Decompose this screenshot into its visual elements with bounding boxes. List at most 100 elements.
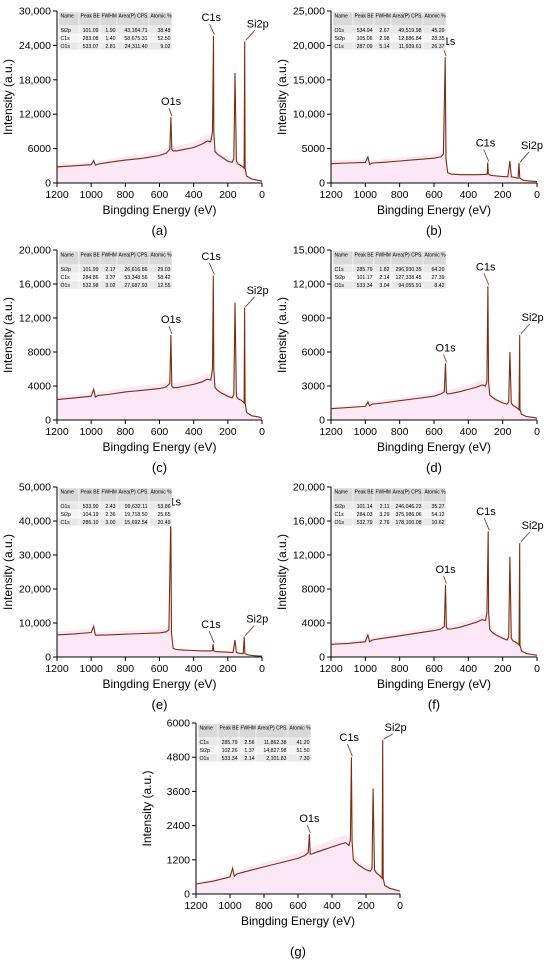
peak-label: C1s [201,12,221,24]
table-header: Name [61,253,75,259]
y-tick-label: 1200 [167,854,191,866]
x-tick-label: 0 [534,189,540,201]
peak-leader [483,518,490,531]
y-tick-label: 0 [45,178,51,190]
y-tick-label: 0 [319,178,325,190]
table-cell: 58,675.31 [124,36,147,42]
y-axis-title: Intensity (a.u.) [275,59,289,135]
table-cell: 533.90 [83,504,99,510]
x-tick-label: 200 [219,426,237,438]
x-tick-label: 200 [494,426,512,438]
table-cell: 15,692.54 [124,520,147,526]
y-tick-label: 20,000 [19,245,51,257]
x-tick-label: 200 [494,663,512,675]
x-tick-label: 600 [151,663,169,675]
x-tick-label: 600 [151,189,169,201]
y-tick-label: 15,000 [293,245,325,257]
peak-label: C1s [201,619,221,631]
peak-leader [519,151,530,163]
spectrum-line [195,740,401,892]
x-tick-label: 0 [534,663,540,675]
y-tick-label: 12,000 [19,313,51,325]
panel-label: (f) [428,697,440,712]
peak-leader [347,744,353,757]
y-axis-title: Intensity (a.u.) [275,534,289,610]
y-tick-label: 3600 [167,786,191,798]
table-header: FWHM eV [102,14,126,20]
x-tick-label: 800 [391,663,409,675]
y-tick-label: 8000 [302,584,326,596]
x-tick-label: 1000 [354,426,378,438]
table-header: Peak BE [81,14,101,20]
x-tick-label: 1000 [79,663,103,675]
x-tick-label: 600 [289,900,307,912]
x-axis-title: Bingding Energy (eV) [377,677,491,691]
y-tick-label: 0 [184,889,190,901]
peak-leader [307,825,311,834]
table-cell-bg [148,517,173,527]
table-cell: 29.03 [158,267,171,273]
table-cell: O1s [200,756,210,762]
table-cell: Si2p [200,748,210,754]
table-header: Area(P) CPS.eV [119,490,156,496]
table-cell: 102.26 [222,748,238,754]
table-cell: 101.14 [357,504,373,510]
table-cell: 3.02 [105,283,115,289]
x-tick-label: 800 [391,189,409,201]
peak-label: Si2p [385,722,407,734]
noise-band [331,266,537,420]
table-cell: 2.56 [244,740,254,746]
table-cell-bg [148,280,173,290]
table-header: Name [61,490,75,496]
x-axis-title: Bingding Energy (eV) [102,203,216,217]
table-header: FWHM eV [241,726,265,732]
table-cell-bg [422,41,447,51]
table-cell: 99,632.11 [125,504,148,510]
x-tick-label: 1000 [79,189,103,201]
y-tick-label: 50,000 [19,482,51,494]
spectrum-line [56,517,263,657]
peak-label: C1s [476,261,496,273]
peak-label: O1s [161,96,182,108]
y-axis-title: Intensity (a.u.) [140,770,154,846]
x-tick-label: 400 [185,663,203,675]
x-tick-label: 400 [460,189,478,201]
table-cell: C1s [335,44,345,50]
table-cell: 1.82 [379,267,389,273]
y-tick-label: 12,000 [293,279,325,291]
peak-label: Si2p [247,285,269,297]
x-tick-label: 600 [425,426,443,438]
table-cell: 49,519.98 [398,28,421,34]
table-cell: Si2p [335,504,345,510]
table-cell-bg [422,517,447,527]
table-cell: O1s [61,283,71,289]
noise-band [331,512,537,657]
table-cell: 2.98 [379,36,389,42]
x-tick-label: 600 [425,663,443,675]
table-cell: 58.42 [158,275,171,281]
x-tick-label: 1200 [319,426,343,438]
table-cell: 19,718.50 [124,512,147,518]
y-tick-label: 24,000 [19,40,51,52]
y-tick-label: 4000 [28,381,52,393]
table-cell: C1s [335,512,345,518]
table-cell: 5.14 [379,44,389,50]
table-header: Area(P) CPS.eV [258,726,295,732]
peak-leader [245,296,255,308]
x-tick-label: 400 [323,900,341,912]
table-cell: 285.79 [357,267,373,273]
table-header: FWHM eV [102,490,126,496]
y-tick-label: 4800 [167,752,191,764]
panel-label: (b) [426,223,442,238]
table-header: Atomic % [151,490,173,496]
table-cell: 3.37 [105,275,115,281]
table-cell: 20.49 [158,520,171,526]
table-cell: 3.00 [105,520,115,526]
table-cell: 45.29 [432,28,445,34]
